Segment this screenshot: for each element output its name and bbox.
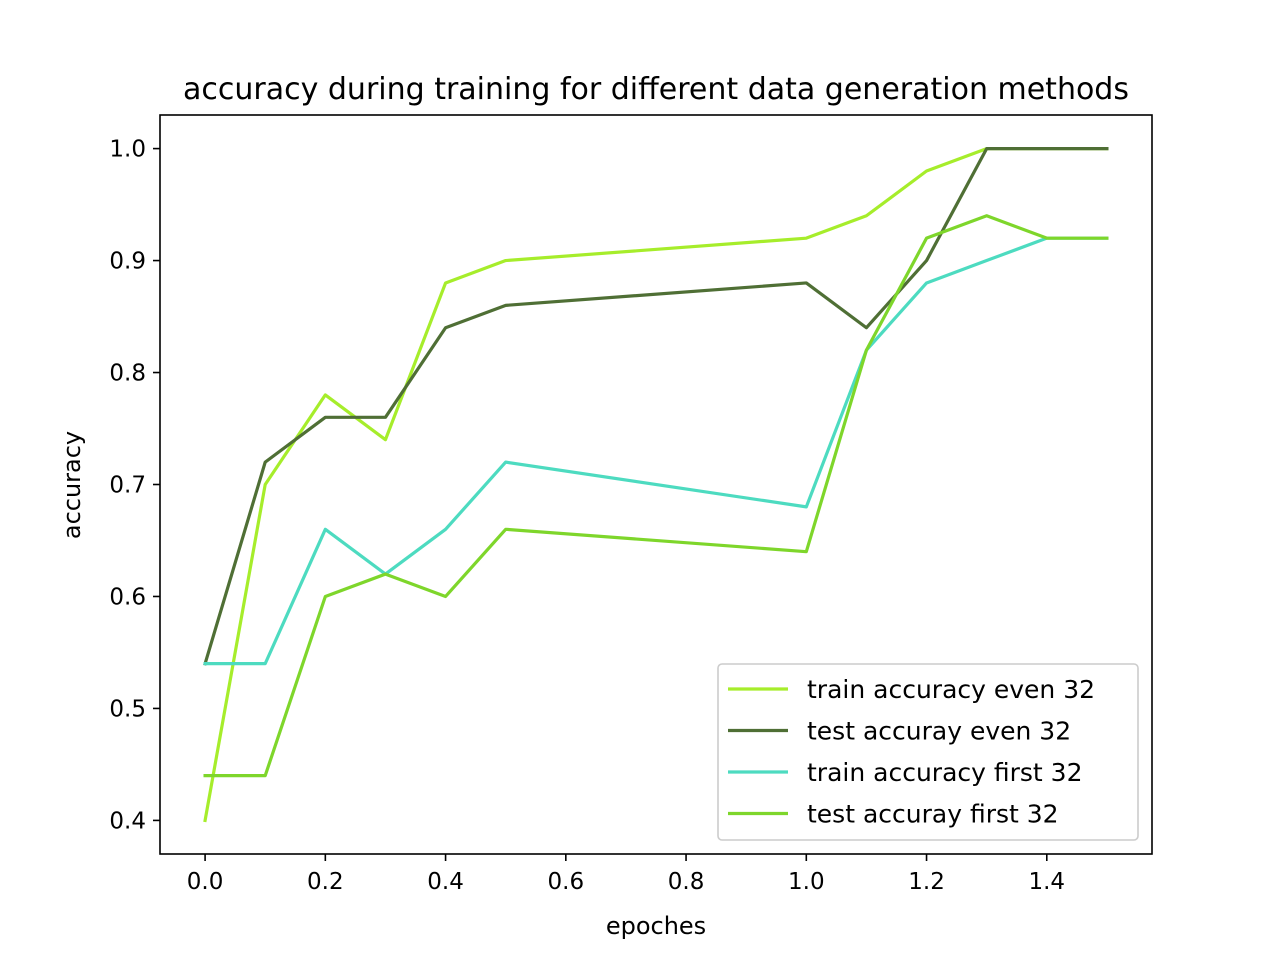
x-tick-label: 1.0 bbox=[788, 869, 825, 895]
y-tick-label: 0.8 bbox=[109, 361, 146, 387]
y-axis-label: accuracy bbox=[58, 431, 86, 539]
y-tick-label: 0.4 bbox=[109, 808, 146, 834]
y-tick-label: 0.9 bbox=[109, 249, 146, 275]
legend-label-4: test accuray first 32 bbox=[807, 800, 1059, 829]
legend-label-2: test accuray even 32 bbox=[807, 717, 1071, 746]
legend-items: train accuracy even 32 test accuray even … bbox=[728, 675, 1095, 829]
legend-box bbox=[717, 663, 1139, 841]
y-tick-label: 1.0 bbox=[109, 137, 146, 163]
series-line-3 bbox=[203, 236, 1109, 666]
x-tick-label: 1.2 bbox=[908, 869, 945, 895]
legend-label-3: train accuracy first 32 bbox=[807, 758, 1083, 787]
x-tick-label: 0.8 bbox=[668, 869, 705, 895]
plot-area bbox=[159, 114, 1153, 855]
x-tick-label: 0.2 bbox=[307, 869, 344, 895]
chart-title: accuracy during training for different d… bbox=[183, 72, 1129, 107]
y-tick-label: 0.7 bbox=[109, 473, 146, 499]
x-axis-label: epoches bbox=[606, 912, 706, 940]
y-axis-ticks: 0.4 0.5 0.6 0.7 0.8 0.9 1.0 bbox=[109, 137, 160, 834]
legend-label-1: train accuracy even 32 bbox=[807, 675, 1095, 704]
x-axis-ticks: 0.0 0.2 0.4 0.6 0.8 1.0 1.2 1.4 bbox=[187, 854, 1065, 895]
series-line-4 bbox=[203, 214, 1109, 778]
series-lines bbox=[203, 146, 1109, 823]
x-tick-label: 1.4 bbox=[1028, 869, 1065, 895]
y-tick-label: 0.5 bbox=[109, 696, 146, 722]
x-tick-label: 0.4 bbox=[427, 869, 464, 895]
series-line-2 bbox=[203, 146, 1109, 666]
x-tick-label: 0.0 bbox=[187, 869, 224, 895]
legend: train accuracy even 32 test accuray even … bbox=[717, 663, 1139, 841]
y-tick-label: 0.6 bbox=[109, 584, 146, 610]
x-tick-label: 0.6 bbox=[548, 869, 585, 895]
